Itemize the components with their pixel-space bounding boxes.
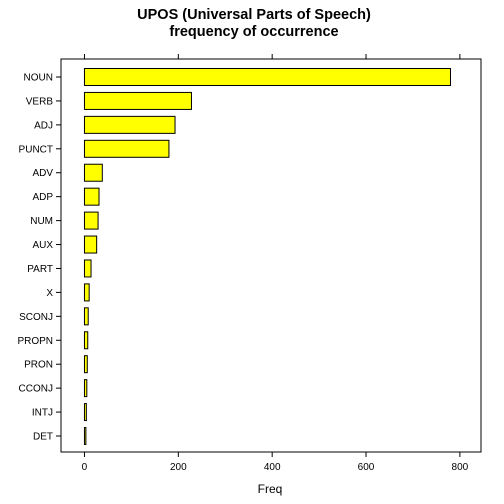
bars-group <box>83 68 451 445</box>
x-tick-label-800: 800 <box>452 462 469 473</box>
x-tick-label-400: 400 <box>264 462 281 473</box>
category-label-verb: VERB <box>26 96 54 107</box>
bar-adj <box>83 115 176 134</box>
category-labels: NOUN VERB ADJ PUNCT ADV ADP NUM AUX PART X SCONJ PR… <box>17 73 61 443</box>
category-label-noun: NOUN <box>24 73 53 84</box>
bar-intj <box>83 403 87 422</box>
x-tick-label-200: 200 <box>170 462 187 473</box>
chart-title-line-2: frequency of occurrence <box>169 24 338 40</box>
bar-num <box>83 211 99 230</box>
category-label-sconj: SCONJ <box>19 312 53 323</box>
category-label-punct: PUNCT <box>19 144 53 155</box>
bar-pron <box>83 355 88 374</box>
bar-aux <box>83 235 98 254</box>
category-label-intj: INTJ <box>32 408 53 419</box>
bar-verb <box>83 91 192 110</box>
bar-part <box>83 259 92 278</box>
category-label-pron: PRON <box>24 360 53 371</box>
plot-frame <box>60 58 482 453</box>
bar-adv <box>83 163 103 182</box>
category-label-aux: AUX <box>32 240 53 251</box>
chart-title-line-1: UPOS (Universal Parts of Speech) <box>137 7 371 23</box>
category-label-det: DET <box>33 432 53 443</box>
bar-adp <box>83 187 100 206</box>
bar-x <box>83 283 90 302</box>
bar-det <box>83 427 87 445</box>
bar-noun <box>83 68 451 86</box>
category-label-num: NUM <box>30 216 53 227</box>
bar-sconj <box>83 307 89 326</box>
category-label-adp: ADP <box>32 192 53 203</box>
bar-cconj <box>83 379 88 398</box>
x-tick-label-600: 600 <box>358 462 375 473</box>
category-label-x: X <box>46 288 53 299</box>
category-label-adv: ADV <box>32 168 53 179</box>
x-axis-title: Freq <box>258 482 283 496</box>
bar-punct <box>83 139 170 158</box>
x-axis-ticks: 0 200 400 600 800 <box>82 54 469 473</box>
category-label-part: PART <box>27 264 53 275</box>
category-label-cconj: CCONJ <box>19 384 53 395</box>
bar-propn <box>83 331 89 350</box>
category-label-adj: ADJ <box>34 120 53 131</box>
category-label-propn: PROPN <box>17 336 53 347</box>
x-tick-label-0: 0 <box>82 462 88 473</box>
